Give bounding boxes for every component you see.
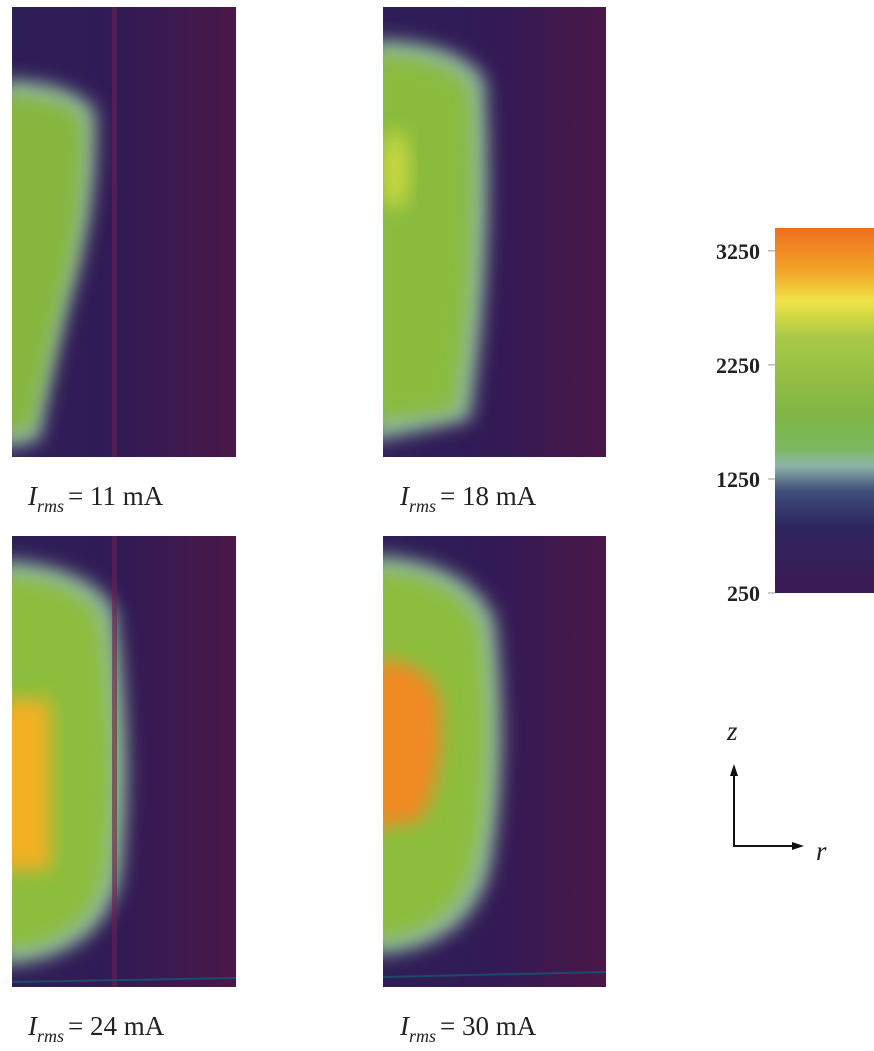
tick-label: 2250 [716, 353, 760, 378]
svg-text:Irms= 18 mA: Irms = 18 mA [399, 481, 537, 516]
heatmap [12, 536, 236, 987]
label-text: = 24 mA [68, 1011, 165, 1041]
label-symbol: I [27, 481, 39, 511]
label-subscript: rms [37, 496, 64, 516]
label-symbol: I [399, 1011, 411, 1041]
panel-label: Irms = 30 mA [399, 1011, 537, 1046]
axis-label: r [816, 836, 827, 866]
label-symbol: I [27, 1011, 39, 1041]
svg-text:Irms= 11 mA: Irms = 11 mA [27, 481, 164, 516]
svg-text:Irms= 24 mA: Irms = 24 mA [27, 1011, 165, 1046]
label-subscript: rms [409, 1026, 436, 1046]
label-subscript: rms [37, 1026, 64, 1046]
panel-label: Irms = 24 mA [27, 1011, 165, 1046]
panel-label: Irms = 18 mA [399, 481, 537, 516]
label-subscript: rms [409, 496, 436, 516]
tick-label: 250 [727, 581, 760, 606]
label-text: = 30 mA [440, 1011, 537, 1041]
axis-label: z [726, 716, 738, 746]
tick-label: 3250 [716, 239, 760, 264]
heatmap [383, 536, 606, 987]
heatmap [383, 7, 606, 457]
label-text: = 18 mA [440, 481, 537, 511]
label-text: = 11 mA [68, 481, 164, 511]
axes-indicator: z r [726, 716, 827, 866]
colorbar [775, 228, 874, 593]
tick-label: 1250 [716, 467, 760, 492]
svg-text:Irms= 30 mA: Irms = 30 mA [399, 1011, 537, 1046]
label-symbol: I [399, 481, 411, 511]
heatmap [12, 7, 236, 457]
panel-label: Irms = 11 mA [27, 481, 164, 516]
